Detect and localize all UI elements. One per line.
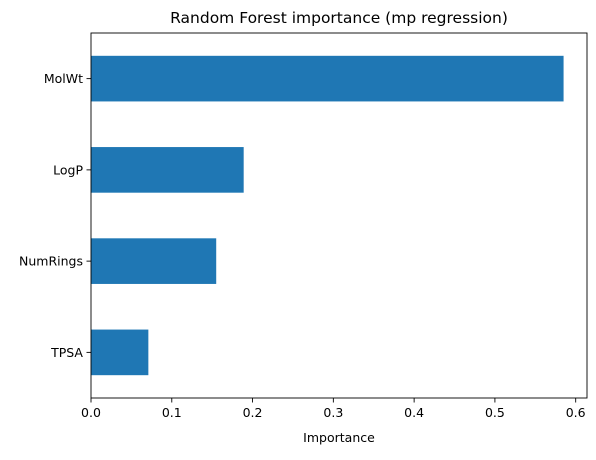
x-axis-label: Importance bbox=[303, 430, 375, 445]
bar-logp bbox=[91, 147, 244, 193]
y-axis-ticks: MolWt LogP NumRings TPSA bbox=[19, 71, 91, 360]
y-tick-label: NumRings bbox=[19, 254, 83, 269]
x-tick-label: 0.2 bbox=[243, 405, 263, 420]
x-tick-label: 0.0 bbox=[81, 405, 101, 420]
x-tick-label: 0.5 bbox=[485, 405, 505, 420]
bar-numrings bbox=[91, 238, 217, 284]
x-tick-label: 0.3 bbox=[323, 405, 343, 420]
x-axis-ticks: 0.0 0.1 0.2 0.3 0.4 0.5 0.6 bbox=[81, 398, 586, 420]
y-tick-label: MolWt bbox=[44, 71, 83, 86]
y-tick-label: LogP bbox=[53, 162, 83, 177]
x-tick-label: 0.6 bbox=[566, 405, 586, 420]
bar-molwt bbox=[91, 55, 564, 102]
bar-tpsa bbox=[91, 329, 149, 376]
chart-title: Random Forest importance (mp regression) bbox=[170, 9, 508, 27]
bars-group bbox=[91, 55, 564, 376]
y-tick-label: TPSA bbox=[50, 345, 83, 360]
plot-frame bbox=[90, 32, 588, 399]
x-tick-label: 0.4 bbox=[404, 405, 424, 420]
x-tick-label: 0.1 bbox=[162, 405, 182, 420]
